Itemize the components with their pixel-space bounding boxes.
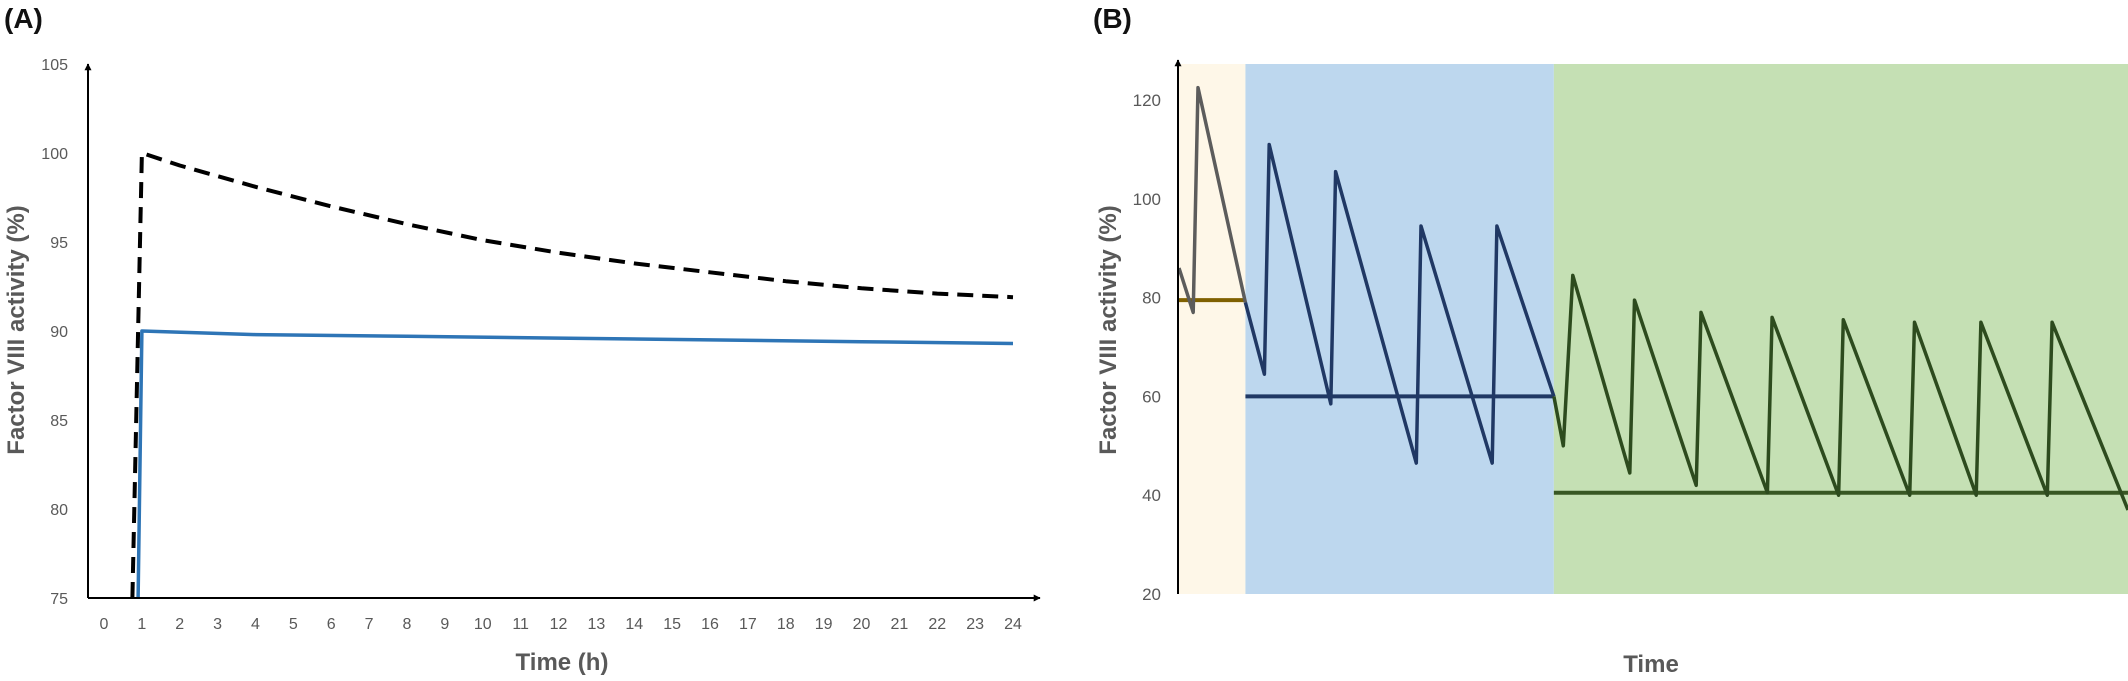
panel-b-phase-region	[1553, 64, 2128, 594]
panel-a-y-axis-title: Factor VIII activity (%)	[3, 205, 30, 454]
panel-a-x-tick-label: 6	[327, 616, 336, 633]
panel-a-x-tick-label: 12	[550, 616, 568, 633]
panel-a-x-tick-label: 20	[853, 616, 871, 633]
panel-a-y-ticks: 75 80 85 90 95 100 105	[41, 57, 68, 608]
panel-b-phase-regions	[1179, 64, 2128, 594]
panel-a-x-tick-label: 10	[474, 616, 492, 633]
panel-a-series	[130, 151, 1014, 599]
panel-a-x-tick-label: 7	[365, 616, 374, 633]
panel-a-x-tick-label: 16	[701, 616, 719, 633]
panel-b-x-axis-title: Time	[1623, 651, 1679, 678]
panel-b: (B) 20 40 60 80 100 120 Factor VIII activity …	[1093, 3, 2128, 678]
panel-b-phase-region	[1245, 64, 1554, 594]
panel-a-solid-series-line	[136, 329, 1014, 599]
panel-a-x-tick-label: 22	[928, 616, 946, 633]
panel-b-series-line	[1552, 273, 2128, 511]
panel-a-y-tick-label: 95	[50, 235, 68, 252]
panel-a-x-tick-label: 0	[100, 616, 109, 633]
panel-b-y-tick-label: 40	[1142, 486, 1161, 505]
panel-a-x-tick-label: 14	[625, 616, 643, 633]
panel-b-series	[1177, 85, 2128, 511]
panel-b-y-tick-label: 80	[1142, 289, 1161, 308]
panel-a-x-tick-label: 3	[213, 616, 222, 633]
panel-b-y-tick-label: 120	[1133, 91, 1161, 110]
panel-a-x-tick-label: 19	[815, 616, 833, 633]
panel-b-y-tick-label: 20	[1142, 585, 1161, 604]
panel-a-x-tick-label: 18	[777, 616, 795, 633]
panel-a-y-tick-label: 80	[50, 502, 68, 519]
panel-a-dashed-series-line	[130, 151, 1014, 599]
panel-b-tag: (B)	[1093, 3, 1132, 34]
panel-a-tag: (A)	[4, 3, 43, 34]
panel-b-y-axis-title: Factor VIII activity (%)	[1095, 205, 1122, 454]
panel-b-y-ticks: 20 40 60 80 100 120	[1133, 91, 1161, 604]
panel-b-y-tick-label: 100	[1133, 190, 1161, 209]
panel-a-x-ticks: 0 1 2 3 4 5 6 7 8 9 10 11 12 13 14 15 16 17 18 19 20 21 22 23 24	[100, 616, 1022, 633]
panel-a-x-tick-label: 15	[663, 616, 681, 633]
panel-a-x-tick-label: 11	[512, 616, 529, 633]
panel-b-phase-region	[1179, 64, 1246, 594]
panel-a-x-tick-label: 24	[1004, 616, 1022, 633]
panel-a-x-tick-label: 13	[587, 616, 605, 633]
panel-a-y-tick-label: 100	[41, 146, 68, 163]
panel-a-x-tick-label: 23	[966, 616, 984, 633]
panel-a-x-tick-label: 9	[440, 616, 449, 633]
panel-a-x-tick-label: 17	[739, 616, 757, 633]
panel-a-x-tick-label: 8	[403, 616, 412, 633]
panel-a-x-tick-label: 2	[175, 616, 184, 633]
panel-a-x-tick-label: 1	[137, 616, 146, 633]
panel-a-x-tick-label: 5	[289, 616, 298, 633]
panel-b-y-tick-label: 60	[1142, 387, 1161, 406]
panel-a-x-axis-title: Time (h)	[516, 649, 609, 676]
panel-a-y-tick-label: 85	[50, 413, 68, 430]
panel-a-y-tick-label: 90	[50, 324, 68, 341]
panel-a-x-tick-label: 4	[251, 616, 260, 633]
panel-b-series-line	[1177, 85, 1248, 315]
panel-a-y-tick-label: 105	[41, 57, 68, 74]
panel-a-y-tick-label: 75	[50, 591, 68, 608]
panel-b-series-line	[1243, 142, 1556, 465]
panel-a-x-tick-label: 21	[890, 616, 908, 633]
